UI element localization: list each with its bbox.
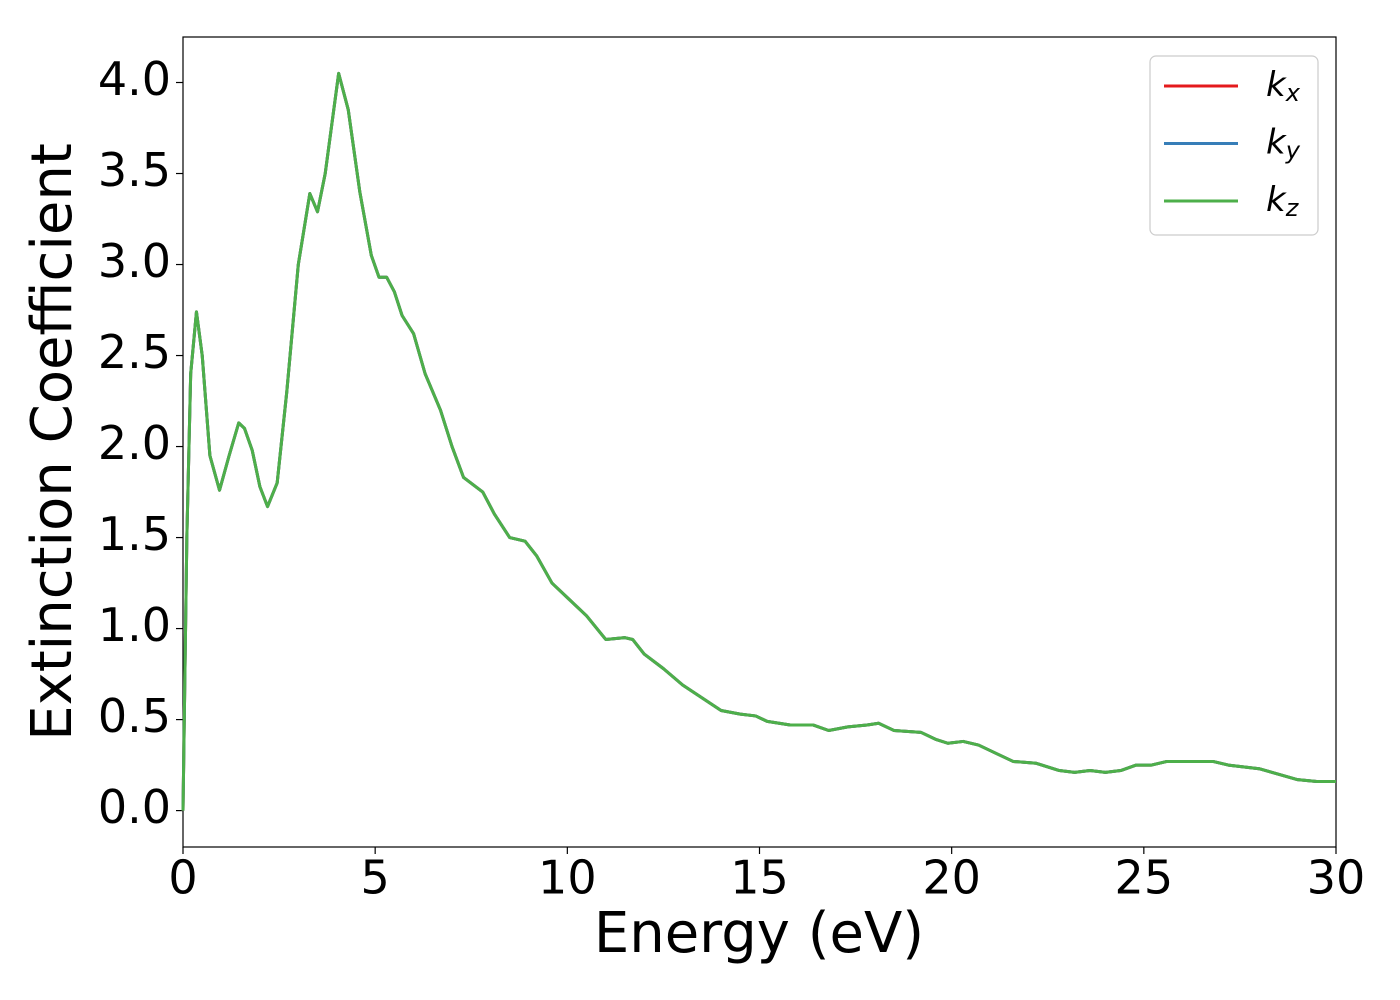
- x-tick-label: 0: [168, 851, 197, 905]
- y-tick-label: 3.5: [98, 143, 171, 197]
- legend-label: kz: [1266, 180, 1300, 223]
- x-tick-label: 15: [730, 851, 789, 905]
- y-tick-label: 1.5: [98, 507, 171, 561]
- x-tick-label: 30: [1307, 851, 1366, 905]
- x-tick-label: 5: [361, 851, 390, 905]
- x-tick-label: 25: [1115, 851, 1174, 905]
- x-axis-label: Energy (eV): [594, 901, 924, 966]
- line-series: [181, 71, 1336, 811]
- legend-label: kx: [1266, 65, 1301, 108]
- y-tick-label: 3.0: [98, 234, 171, 288]
- y-tick-label: 1.0: [98, 598, 171, 652]
- legend-label: ky: [1266, 122, 1301, 165]
- x-tick-label: 20: [922, 851, 981, 905]
- y-tick-label: 2.0: [98, 416, 171, 470]
- y-tick-label: 0.0: [98, 780, 171, 834]
- y-axis-label: Extinction Coefficient: [20, 143, 85, 741]
- x-tick-label: 10: [538, 851, 597, 905]
- y-tick-label: 2.5: [98, 325, 171, 379]
- y-tick-label: 0.5: [98, 689, 171, 743]
- legend-box: [1149, 55, 1319, 236]
- y-tick-label: 4.0: [98, 52, 171, 106]
